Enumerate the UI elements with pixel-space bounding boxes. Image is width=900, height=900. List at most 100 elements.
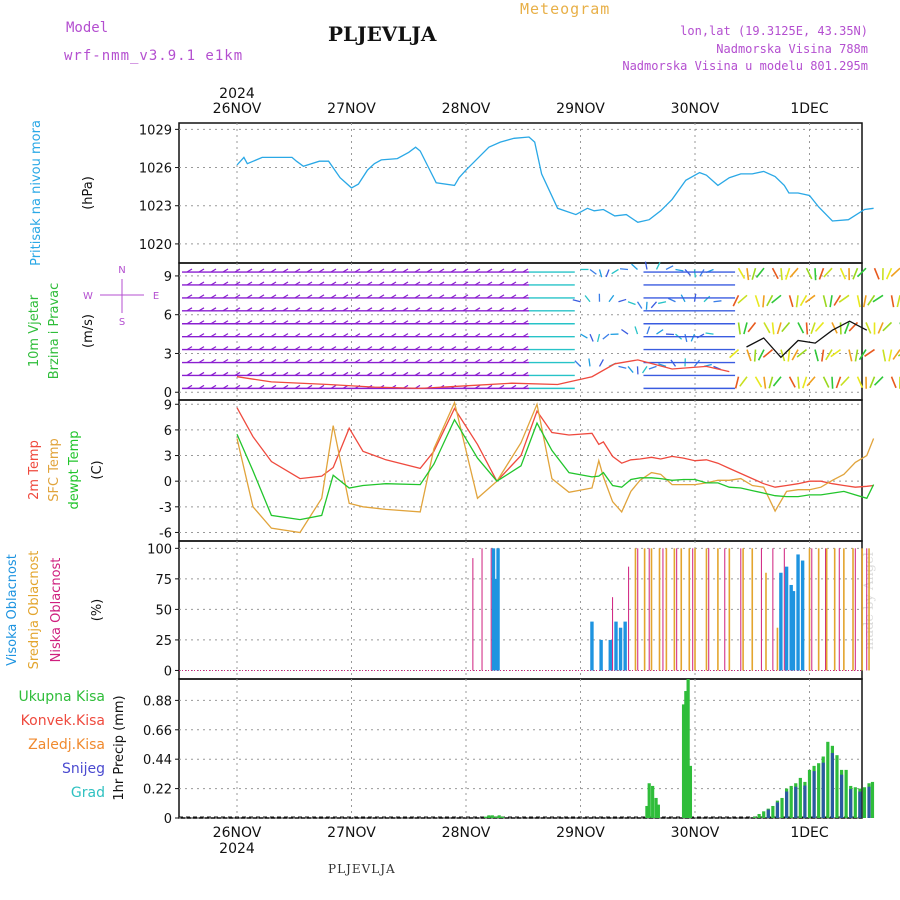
legend-frozen-precip: Zaledj.Kisa (28, 737, 105, 753)
wind-barb (618, 365, 627, 369)
wind-barb (766, 294, 774, 307)
wind-barb (486, 268, 493, 273)
wind-barb (823, 267, 833, 278)
wind-barb (366, 281, 373, 286)
station-title: PLJEVLJA (328, 22, 437, 46)
wind-barb (877, 322, 884, 334)
wind-barb (802, 376, 808, 389)
snow-precip-bar (849, 789, 853, 818)
wind-barb (462, 268, 469, 273)
wind-barb (426, 320, 433, 325)
wind-barb (342, 333, 349, 338)
snow-precip-bar (858, 791, 862, 818)
wind-barb (763, 322, 771, 334)
wind-barb (210, 307, 217, 312)
wind-barb (486, 371, 493, 376)
wind-barb (804, 294, 816, 304)
wind-barb (258, 346, 265, 351)
wind-barb (510, 384, 517, 389)
wind-barb (330, 359, 337, 364)
wind-barb (438, 346, 445, 351)
wind-barb (780, 268, 783, 281)
wind-barb (282, 333, 289, 338)
wind-barb (781, 321, 791, 333)
wind-barb (648, 365, 657, 370)
wind-barb (450, 333, 457, 338)
wind-barb (426, 371, 433, 376)
wind-barb (186, 307, 193, 312)
panel-frame-1 (178, 262, 863, 401)
wind-barb (799, 294, 808, 307)
low-cloud-bar (662, 548, 664, 671)
wind-barb (747, 321, 757, 333)
wind-barb (246, 371, 253, 376)
wind-barb (882, 321, 893, 332)
wind-barb (198, 371, 205, 376)
wind-barb (258, 320, 265, 325)
wind-barb (510, 268, 517, 273)
wind-barb (270, 307, 277, 312)
wind-barb (258, 384, 265, 389)
wind-barb (378, 320, 385, 325)
wind-barb (795, 295, 799, 308)
wind-barb (246, 359, 253, 364)
total-precip-bar (654, 797, 658, 818)
wind-barb (270, 333, 277, 338)
wind-barb (787, 349, 791, 362)
high-cloud-bar (599, 639, 603, 671)
y-tick-label: 9 (164, 398, 172, 413)
wind-barb (270, 346, 277, 351)
wind-barb (762, 295, 765, 308)
wind-barb (198, 307, 205, 312)
wind-barb (667, 297, 676, 303)
wind-barb (619, 268, 629, 271)
snow-precip-bar (766, 809, 770, 818)
low-cloud-label: Niska Oblacnost (49, 558, 64, 663)
y-tick-label: 75 (155, 573, 172, 588)
wind-barb (282, 268, 289, 273)
wind-barb (438, 359, 445, 364)
wind-barb (210, 333, 217, 338)
wind-barb (699, 269, 705, 277)
top-date-label: 1DEC (790, 101, 829, 117)
wind-barb (354, 294, 361, 299)
wind-barb (258, 333, 265, 338)
wind-barb (498, 346, 505, 351)
wind-barb (282, 359, 289, 364)
mid-cloud-bar (694, 548, 696, 671)
wind-barb (210, 384, 217, 389)
wind-barb (246, 294, 253, 299)
wind-barb (210, 294, 217, 299)
wind-barb (474, 359, 481, 364)
wind-barb (414, 346, 421, 351)
mid-cloud-bar (728, 548, 731, 671)
wind-barb (789, 267, 799, 278)
high-cloud-bar (494, 578, 498, 671)
wind-barb (462, 333, 469, 338)
wind-barb (589, 333, 594, 342)
wind-barb (574, 360, 581, 367)
wind-barb (450, 371, 457, 376)
wind-barb (675, 268, 684, 272)
low-cloud-bar (612, 597, 614, 671)
wind-barb (771, 267, 779, 280)
high-cloud-bar (614, 621, 618, 671)
total-precip-bar (771, 805, 775, 818)
snow-precip-bar (803, 785, 807, 818)
wind-barb (426, 281, 433, 286)
top-date-label: 29NOV (556, 101, 605, 117)
wind-barb (474, 281, 481, 286)
y-tick-label: 50 (155, 603, 172, 618)
wind-barb (867, 294, 876, 306)
wind-barb (644, 261, 648, 270)
wind-barb (743, 322, 748, 335)
wind-barb (462, 371, 469, 376)
wind-barb (186, 371, 193, 376)
model-name: wrf-nmm_v3.9.1 e1km (64, 48, 244, 64)
mid-cloud-bar (852, 548, 854, 671)
wind-barb (306, 359, 313, 364)
wind-barb (210, 359, 217, 364)
y-tick-label: 9 (164, 270, 172, 285)
total-precip-bar (645, 805, 649, 818)
wind-barb (510, 371, 517, 376)
